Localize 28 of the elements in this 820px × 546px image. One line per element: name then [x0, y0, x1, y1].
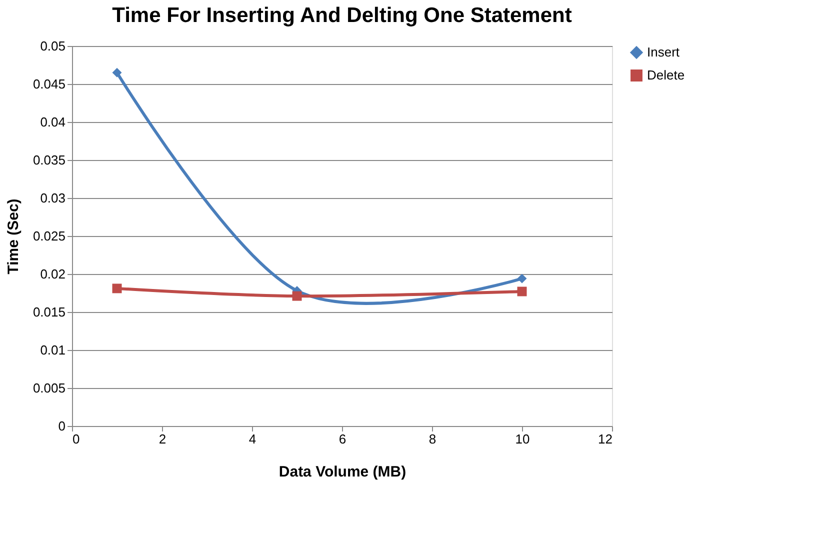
y-tick-label: 0.005 — [32, 380, 66, 396]
y-tick-label: 0.015 — [32, 304, 66, 320]
point — [292, 291, 302, 301]
legend-label: Insert — [647, 44, 680, 60]
y-tick-label: 0.03 — [40, 190, 66, 206]
x-tick-label: 8 — [428, 432, 436, 446]
x-tick-label: 6 — [338, 432, 346, 446]
y-tick-label: 0.05 — [40, 38, 66, 54]
x-tick-label: 4 — [248, 432, 256, 446]
legend-label: Delete — [647, 68, 685, 82]
x-tick-label: 2 — [158, 432, 166, 446]
x-tick-label: 10 — [515, 432, 530, 446]
y-tick-label: 0.02 — [40, 266, 66, 282]
y-tick-label: 0.035 — [32, 152, 66, 168]
point — [112, 68, 122, 78]
point — [112, 284, 122, 294]
y-tick-label: 0.04 — [40, 114, 66, 130]
y-tick-label: 0.01 — [40, 342, 66, 358]
y-tick-label: 0.045 — [32, 76, 66, 92]
y-tick-label: 0 — [58, 418, 66, 434]
point — [517, 274, 527, 284]
y-axis-title: Time (Sec) — [4, 198, 22, 274]
x-axis-title: Data Volume (MB) — [278, 464, 406, 480]
x-tick-label: 0 — [72, 432, 80, 446]
chart-title: Time For Inserting And Delting One Statement — [112, 4, 572, 27]
y-tick-label: 0.025 — [32, 228, 66, 244]
x-tick-label: 12 — [598, 432, 612, 446]
point — [517, 286, 527, 296]
